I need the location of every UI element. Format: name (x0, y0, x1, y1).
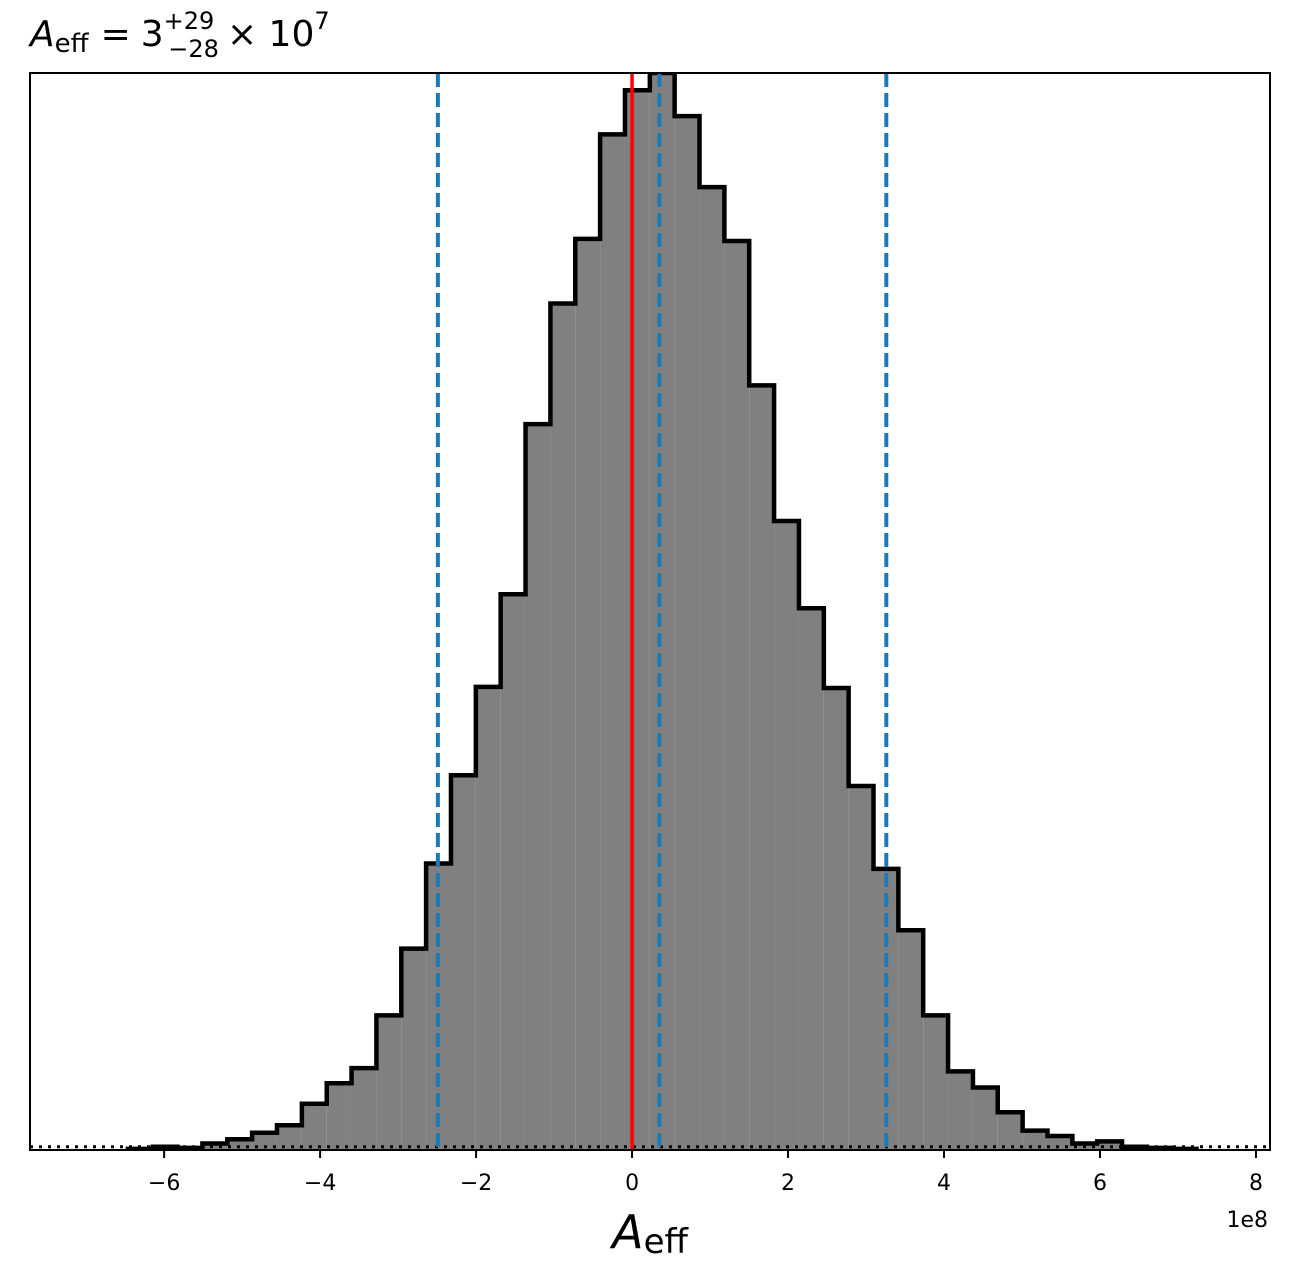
x-axis-label: Aeff (609, 1205, 689, 1262)
bar (674, 116, 700, 1150)
x-tick-label: 6 (1093, 1171, 1107, 1196)
x-tick-label: 4 (937, 1171, 951, 1196)
plot-frame (29, 72, 1271, 1151)
bar (898, 930, 924, 1150)
title-times: × 10 (227, 14, 314, 55)
x-label-subscript: eff (644, 1222, 690, 1262)
title-equals: = (101, 14, 131, 55)
x-label-symbol: A (609, 1205, 643, 1259)
title-symbol: A (28, 14, 55, 55)
bar (948, 1071, 973, 1150)
title-lower: −28 (168, 35, 219, 63)
bar (923, 1015, 949, 1150)
bar (774, 521, 799, 1150)
bar (252, 1132, 277, 1150)
title-value: 3 (141, 14, 164, 55)
bar (997, 1112, 1023, 1150)
bar (401, 948, 427, 1150)
bar (202, 1143, 228, 1150)
bar (873, 868, 899, 1150)
bar (276, 1125, 302, 1150)
x-tick-label: −4 (304, 1171, 336, 1196)
title-subscript: eff (55, 29, 90, 59)
bar (500, 594, 526, 1150)
bar (475, 686, 501, 1150)
step-outline (125, 73, 1199, 1150)
bar (326, 1083, 352, 1150)
title-upper: +29 (164, 7, 215, 35)
bar (227, 1139, 253, 1150)
bar (972, 1087, 998, 1150)
x-tick-label: 8 (1249, 1171, 1263, 1196)
bar (724, 241, 750, 1150)
x-offset-label: 1e8 (1226, 1208, 1268, 1233)
bar (798, 608, 824, 1150)
bar (624, 90, 650, 1150)
bar (550, 303, 576, 1150)
title-exponent: 7 (314, 7, 329, 35)
x-tick-label: −6 (148, 1171, 180, 1196)
bar (699, 187, 725, 1150)
bar (575, 238, 601, 1150)
bar (450, 775, 476, 1150)
bar (848, 785, 874, 1150)
bar (301, 1103, 327, 1150)
x-tick-label: −2 (460, 1171, 492, 1196)
bar (649, 73, 675, 1150)
bar (1097, 1141, 1123, 1150)
bar (525, 424, 551, 1150)
bar (749, 385, 775, 1150)
x-tick-label: 2 (781, 1171, 795, 1196)
bar (600, 134, 625, 1150)
bar (823, 687, 849, 1150)
x-tick-label: 0 (625, 1171, 639, 1196)
bar (376, 1015, 402, 1150)
chart-title: Aeff = 3+29 −28 × 107 (28, 7, 330, 63)
bar (351, 1068, 377, 1150)
bar (1022, 1130, 1048, 1150)
